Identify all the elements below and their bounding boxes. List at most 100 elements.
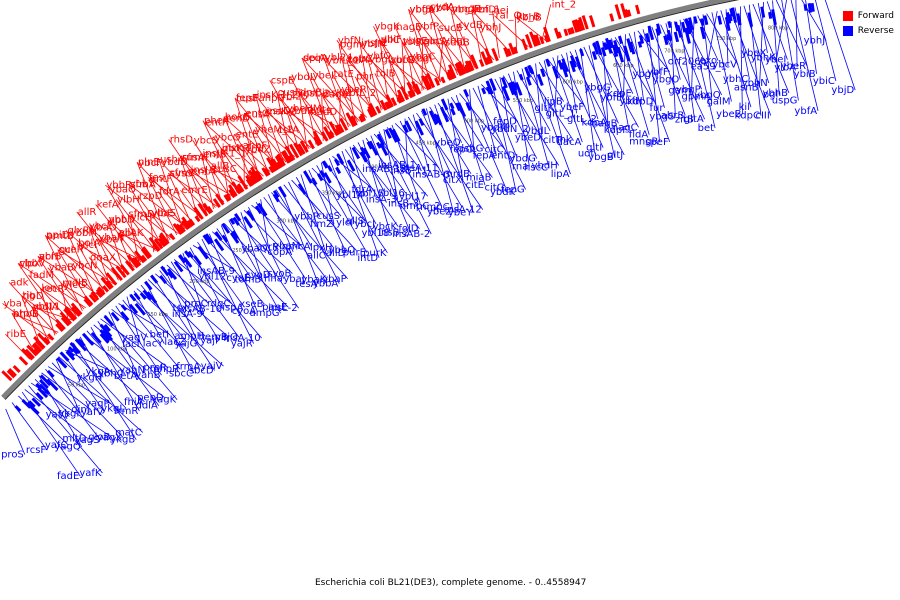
reverse-gene-label: cyoB <box>267 269 292 280</box>
reverse-leader-line <box>743 5 770 84</box>
forward-gene-label: cueR <box>59 245 84 256</box>
reverse-feature <box>327 165 333 172</box>
scale-tick-label: 800 kbp <box>768 26 788 32</box>
forward-gene-label: ybaO <box>90 223 116 234</box>
forward-feature <box>55 318 66 331</box>
scale-tick-label: 300 kbp <box>276 218 296 224</box>
forward-feature <box>70 306 81 317</box>
reverse-feature <box>103 315 115 327</box>
reverse-gene-label: abrB <box>661 110 685 121</box>
reverse-gene-label: ybjD <box>831 85 854 96</box>
forward-feature <box>320 131 329 142</box>
reverse-leader-line <box>670 21 676 117</box>
reverse-feature <box>277 186 287 198</box>
reverse-leader-line <box>336 153 377 225</box>
forward-feature <box>385 94 394 108</box>
forward-feature <box>358 115 364 123</box>
forward-gene-label: Rz_B <box>516 11 540 22</box>
forward-leader-line <box>471 9 512 54</box>
reverse-gene-label: nagB <box>592 118 618 129</box>
reverse-feature <box>569 60 576 73</box>
forward-feature <box>411 80 420 96</box>
forward-leader-line <box>346 59 366 119</box>
reverse-feature <box>529 67 535 75</box>
reverse-gene-label: mhpR <box>150 364 179 375</box>
forward-gene-label: gcl <box>59 245 74 256</box>
reverse-gene-label: cyoA <box>232 306 257 317</box>
forward-feature <box>186 219 194 228</box>
reverse-gene-label: pgl <box>763 90 778 101</box>
reverse-feature <box>323 172 332 184</box>
forward-leader-line <box>220 148 230 199</box>
reverse-feature <box>602 42 608 51</box>
forward-gene-label: ubiF <box>381 34 402 45</box>
reverse-feature <box>511 81 518 91</box>
reverse-feature <box>362 147 371 159</box>
reverse-feature <box>335 166 342 175</box>
reverse-feature <box>485 80 494 95</box>
forward-leader-line <box>37 256 100 297</box>
forward-gene-label: htpG <box>13 308 37 319</box>
forward-leader-line <box>76 211 127 274</box>
forward-gene-label: cusC <box>213 164 237 175</box>
reverse-gene-label: ybhN <box>742 78 768 89</box>
reverse-gene-label: insAB-1 <box>378 160 416 171</box>
reverse-feature <box>297 183 307 195</box>
forward-leader-line <box>202 120 238 194</box>
reverse-gene-label: ybfH <box>619 96 642 107</box>
forward-gene-label: sfmC <box>169 168 194 179</box>
reverse-feature <box>684 18 692 35</box>
reverse-gene-label: rcsF <box>26 445 47 456</box>
forward-feature <box>368 103 378 116</box>
reverse-feature <box>27 400 36 408</box>
reverse-leader-line <box>73 342 137 440</box>
forward-gene-label: cusF <box>236 94 259 105</box>
reverse-feature <box>257 202 268 217</box>
forward-leader-line <box>394 26 425 90</box>
reverse-feature <box>379 142 389 157</box>
reverse-gene-label: zitB <box>675 115 694 126</box>
reverse-leader-line <box>679 19 696 120</box>
forward-feature <box>157 237 167 248</box>
reverse-gene-label: ybdL <box>525 126 550 137</box>
reverse-gene-label: ea59_1 <box>691 61 727 72</box>
reverse-feature <box>150 274 159 284</box>
forward-gene-label: insK-1_2 <box>257 90 298 101</box>
reverse-gene-label: frmA <box>176 362 200 373</box>
forward-gene-label: entF <box>150 174 172 185</box>
reverse-leader-line <box>499 76 510 128</box>
forward-feature <box>110 267 123 282</box>
reverse-gene-label: insAB-9 <box>197 266 235 277</box>
reverse-gene-label: speF <box>645 137 669 148</box>
reverse-gene-label: ybaP <box>322 274 346 285</box>
scale-tick-label: 150 kbp <box>147 312 167 318</box>
forward-leader-line <box>128 183 163 247</box>
forward-gene-label: insK-1_1 <box>222 143 263 154</box>
reverse-leader-line <box>122 299 181 370</box>
reverse-leader-line <box>720 10 752 108</box>
forward-feature <box>334 124 342 135</box>
forward-feature <box>276 161 283 169</box>
reverse-feature <box>229 218 236 225</box>
reverse-feature <box>666 33 671 41</box>
forward-feature <box>271 158 281 170</box>
forward-feature <box>263 167 271 176</box>
reverse-feature <box>440 98 449 111</box>
forward-gene-label: ral_Q <box>495 11 521 22</box>
forward-gene-label: allR <box>78 207 97 218</box>
reverse-gene-label: hscC <box>524 163 548 174</box>
reverse-feature <box>626 38 634 53</box>
reverse-feature <box>591 50 598 61</box>
forward-feature <box>247 169 259 184</box>
reverse-leader-line <box>752 3 790 94</box>
forward-gene-label: ybdD <box>162 157 189 168</box>
forward-gene-label: dilC <box>381 35 400 46</box>
forward-leader-line <box>220 147 256 182</box>
forward-gene-label: cspE <box>271 75 294 86</box>
forward-leader-line <box>117 232 158 250</box>
forward-gene-label: ybfL_2 <box>343 88 376 99</box>
forward-leader-line <box>289 76 326 140</box>
reverse-feature <box>321 160 329 169</box>
reverse-feature <box>611 44 619 58</box>
reverse-gene-label: ybgH <box>632 69 658 80</box>
